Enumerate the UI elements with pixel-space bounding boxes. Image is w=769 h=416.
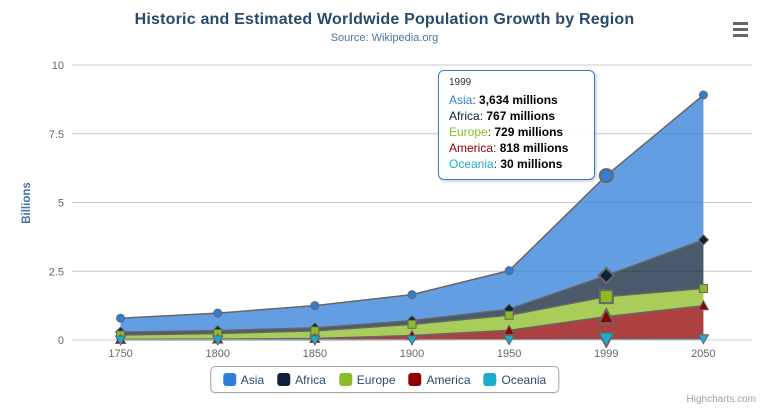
export-menu-button[interactable]	[733, 22, 748, 37]
x-axis-label: 1750	[108, 348, 132, 360]
marker-asia-1750[interactable]	[116, 313, 126, 323]
marker-asia-1950[interactable]	[504, 266, 514, 276]
legend: Asia Africa Europe America Oceania	[209, 366, 560, 393]
marker-asia-2050[interactable]	[698, 90, 708, 100]
marker-africa-2050[interactable]	[697, 234, 710, 246]
legend-label: America	[426, 372, 471, 387]
tooltip-series-name: Oceania	[449, 157, 494, 171]
tooltip-row-asia: Asia: 3,634 millions	[449, 93, 558, 107]
marker-europe-1900[interactable]	[407, 319, 417, 329]
marker-oceania-1900[interactable]	[406, 335, 418, 346]
marker-america-1999[interactable]	[597, 307, 616, 325]
tooltip-series-name: Africa	[449, 109, 480, 123]
legend-label: Oceania	[501, 372, 547, 387]
tooltip-series-value: 30 millions	[500, 157, 563, 171]
marker-asia-1800[interactable]	[213, 308, 223, 318]
tooltip-series-name: Asia	[449, 93, 473, 107]
x-axis-label: 1950	[497, 348, 521, 360]
y-axis-title: Billions	[21, 182, 33, 224]
tooltip-row-europe: Europe: 729 millions	[449, 125, 564, 139]
marker-america-1950[interactable]	[503, 324, 515, 335]
legend-item-europe[interactable]: Europe	[338, 372, 396, 387]
marker-oceania-1850[interactable]	[309, 335, 321, 346]
marker-oceania-1950[interactable]	[503, 335, 515, 346]
area-america[interactable]	[120, 305, 704, 340]
tooltip-row-america: America: 818 millions	[449, 141, 569, 155]
tooltip-row-africa: Africa: 767 millions	[449, 109, 556, 123]
y-axis-label: 0	[58, 335, 64, 347]
y-axis-label: 7.5	[49, 129, 64, 141]
legend-label: Africa	[295, 372, 326, 387]
tooltip-row-oceania: Oceania: 30 millions	[449, 157, 563, 171]
x-axis-label: 1800	[205, 348, 229, 360]
legend-swatch-europe	[338, 373, 352, 386]
y-axis-label: 2.5	[49, 266, 64, 278]
x-axis-label: 1999	[594, 348, 618, 360]
legend-item-africa[interactable]: Africa	[277, 373, 326, 387]
marker-europe-2050[interactable]	[698, 283, 708, 293]
y-axis-label: 5	[58, 198, 64, 210]
hamburger-icon-bar	[733, 28, 748, 31]
legend-item-america[interactable]: America	[408, 372, 471, 387]
legend-swatch-america	[408, 373, 422, 386]
tooltip-header: 1999	[449, 77, 472, 88]
marker-europe-1950[interactable]	[504, 310, 514, 320]
hamburger-icon-bar	[733, 22, 748, 25]
x-axis-label: 1850	[303, 348, 327, 360]
marker-europe-1999[interactable]	[598, 289, 614, 305]
tooltip-series-value: 3,634 millions	[479, 93, 558, 107]
legend-swatch-africa	[277, 373, 291, 386]
chart-title: Historic and Estimated Worldwide Populat…	[134, 11, 635, 28]
tooltip-series-value: 729 millions	[494, 125, 564, 139]
hamburger-icon-bar	[733, 34, 748, 37]
marker-asia-1999[interactable]	[598, 168, 614, 184]
legend-swatch-oceania	[483, 373, 497, 386]
legend-swatch-asia	[222, 373, 236, 386]
marker-africa-1999[interactable]	[597, 266, 616, 285]
legend-item-asia[interactable]: Asia	[222, 372, 265, 387]
y-axis-label: 10	[52, 60, 64, 72]
credits-link[interactable]: Highcharts.com	[686, 394, 756, 405]
marker-oceania-1999[interactable]	[597, 331, 616, 349]
marker-oceania-1800[interactable]	[211, 335, 224, 346]
series-areas	[120, 95, 704, 340]
tooltip-series-value: 767 millions	[486, 109, 556, 123]
tooltip-rows: Asia: 3,634 millions Africa: 767 millions…	[449, 92, 584, 172]
tooltip-series-name: America	[449, 141, 494, 155]
x-axis-label: 2050	[691, 348, 715, 360]
area-africa[interactable]	[120, 239, 704, 335]
legend-label: Asia	[240, 372, 265, 387]
chart-subtitle: Source: Wikipedia.org	[330, 32, 439, 44]
marker-asia-1850[interactable]	[310, 301, 320, 311]
legend-label: Europe	[356, 372, 396, 387]
tooltip-series-name: Europe	[449, 125, 488, 139]
tooltip-series-value: 818 millions	[499, 141, 569, 155]
axis-labels: 0 2.5 5 7.5 10 1750 1800 1850 1900 1950 1999 2050	[49, 60, 716, 360]
series-markers	[114, 90, 710, 349]
marker-america-2050[interactable]	[697, 299, 710, 311]
marker-asia-1900[interactable]	[407, 290, 417, 300]
marker-oceania-2050[interactable]	[697, 334, 710, 345]
area-asia[interactable]	[120, 95, 704, 333]
marker-oceania-1750[interactable]	[114, 335, 127, 346]
x-axis-label: 1900	[400, 348, 424, 360]
tooltip: 1999 Asia: 3,634 millions Africa: 767 mil…	[438, 70, 595, 180]
legend-item-oceania[interactable]: Oceania	[483, 372, 547, 387]
